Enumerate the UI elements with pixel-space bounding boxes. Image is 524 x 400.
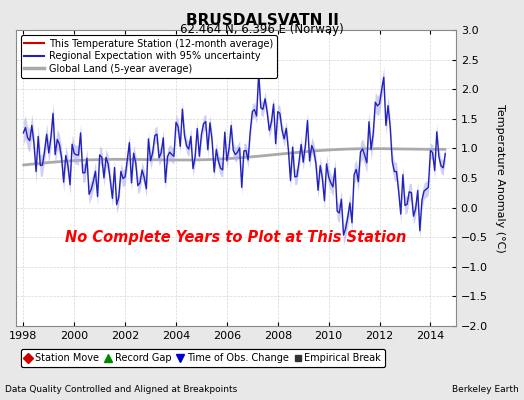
Y-axis label: Temperature Anomaly (°C): Temperature Anomaly (°C) bbox=[495, 104, 505, 252]
Legend: Station Move, Record Gap, Time of Obs. Change, Empirical Break: Station Move, Record Gap, Time of Obs. C… bbox=[20, 349, 385, 367]
Text: BRUSDALSVATN II: BRUSDALSVATN II bbox=[185, 13, 339, 28]
Text: Berkeley Earth: Berkeley Earth bbox=[452, 385, 519, 394]
Text: No Complete Years to Plot at This Station: No Complete Years to Plot at This Statio… bbox=[65, 230, 407, 245]
Text: Data Quality Controlled and Aligned at Breakpoints: Data Quality Controlled and Aligned at B… bbox=[5, 385, 237, 394]
Text: 62.464 N, 6.396 E (Norway): 62.464 N, 6.396 E (Norway) bbox=[180, 23, 344, 36]
